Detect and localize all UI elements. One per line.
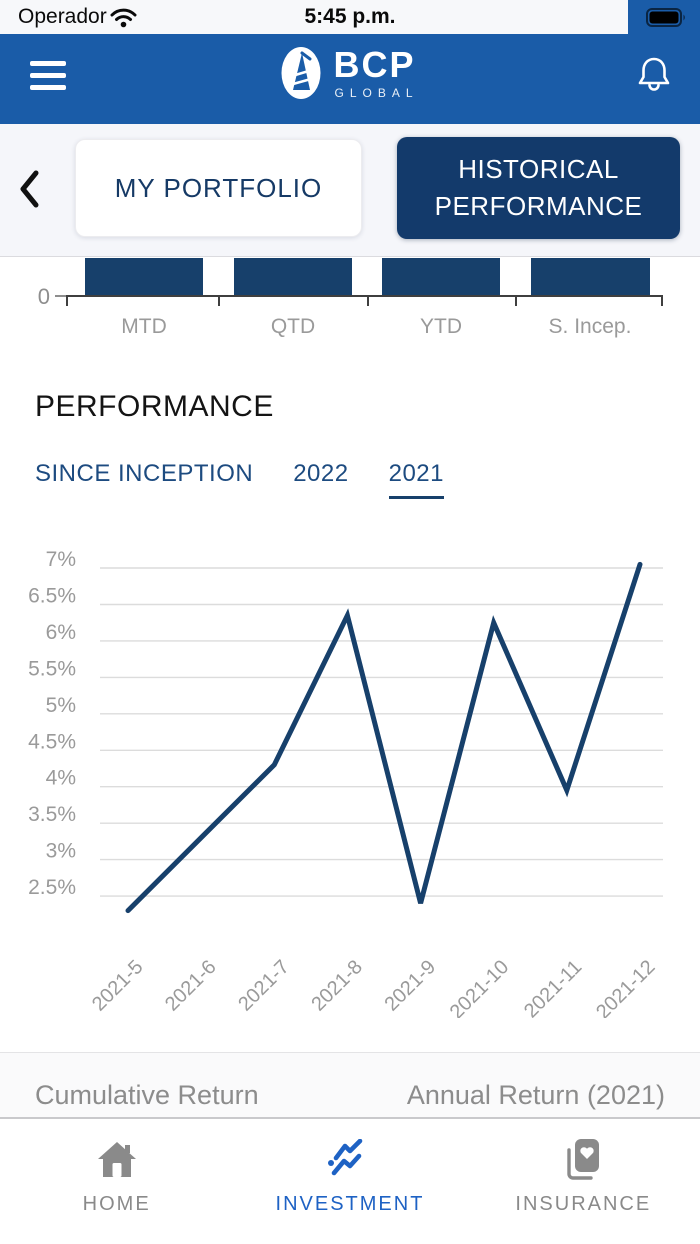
svg-text:4%: 4% (46, 767, 76, 790)
annual-return-header: Annual Return (2021) (406, 1080, 665, 1110)
bar-label-qtd: QTD (270, 315, 316, 338)
svg-text:2021-9: 2021-9 (381, 956, 441, 1016)
axis-tick (367, 295, 369, 306)
bcp-global-logo: BCP GLOBAL (0, 46, 700, 100)
nav-item-investment[interactable]: INVESTMENT (233, 1119, 466, 1244)
axis-tick (218, 295, 220, 306)
cumulative-return-header: Cumulative Return (35, 1080, 259, 1110)
svg-text:3%: 3% (46, 840, 76, 863)
svg-text:2021-10: 2021-10 (446, 956, 513, 1018)
nav-label-investment: INVESTMENT (275, 1193, 425, 1215)
tab-my-portfolio[interactable]: MY PORTFOLIO (75, 139, 362, 237)
performance-line-chart: 7%6.5%6%5.5%5%4.5%4%3.5%3%2.5%2021-5 2021… (28, 548, 663, 1018)
status-bar: Operador 5:45 p.m. (0, 0, 700, 34)
notifications-bell-icon[interactable] (636, 54, 672, 96)
app-header: BCP GLOBAL (0, 34, 700, 124)
portfolio-tab-bar: MY PORTFOLIO HISTORICAL PERFORMANCE (0, 124, 700, 257)
carrier-label: Operador (18, 5, 107, 28)
investment-chart-icon (327, 1139, 363, 1176)
x-axis-line (66, 295, 663, 297)
status-bar-right-patch (628, 0, 700, 34)
axis-tick (515, 295, 517, 306)
bar-qtd (234, 258, 352, 295)
nav-label-home: HOME (82, 1193, 151, 1215)
nav-label-insurance: INSURANCE (515, 1193, 652, 1215)
svg-text:2021-11: 2021-11 (520, 956, 586, 1018)
tab-historical-performance[interactable]: HISTORICAL PERFORMANCE (397, 137, 680, 239)
filter-2021[interactable]: 2021 (388, 460, 444, 499)
logo-subtext: GLOBAL (334, 86, 419, 100)
svg-text:3.5%: 3.5% (28, 803, 76, 826)
battery-icon (646, 8, 685, 27)
divider (0, 1052, 700, 1053)
svg-text:2021-12: 2021-12 (592, 956, 659, 1018)
svg-text:5.5%: 5.5% (28, 657, 76, 680)
svg-text:2021-8: 2021-8 (307, 956, 367, 1016)
y-axis-zero-label: 0 (37, 284, 50, 309)
returns-bar-chart: 0 MTD QTD YTD S. Incep. (0, 258, 700, 350)
performance-title: PERFORMANCE (35, 390, 274, 423)
bottom-navigation: HOME INVESTMENT INSURANCE (0, 1119, 700, 1244)
nav-item-insurance[interactable]: INSURANCE (467, 1119, 700, 1244)
axis-tick (661, 295, 663, 306)
menu-icon[interactable] (30, 61, 66, 95)
svg-text:6%: 6% (46, 621, 76, 644)
svg-text:6.5%: 6.5% (28, 585, 76, 608)
nav-item-home[interactable]: HOME (0, 1119, 233, 1244)
zero-tick (55, 295, 66, 297)
bar-label-since-inception: S. Incep. (548, 315, 632, 338)
bar-label-mtd: MTD (121, 315, 167, 338)
svg-text:2021-6: 2021-6 (161, 956, 221, 1016)
period-filter-tabs: SINCE INCEPTION 2022 2021 (35, 460, 444, 499)
bar-ytd (382, 258, 500, 295)
logo-text: BCP (333, 44, 416, 85)
bar-mtd (85, 258, 203, 295)
svg-text:2021-7: 2021-7 (234, 956, 294, 1016)
insurance-card-icon (567, 1139, 600, 1180)
axis-tick (66, 295, 68, 306)
back-chevron-icon[interactable] (18, 168, 42, 210)
svg-text:4.5%: 4.5% (28, 730, 76, 753)
filter-2022[interactable]: 2022 (293, 460, 349, 487)
divider (0, 1117, 700, 1119)
clock: 5:45 p.m. (304, 5, 396, 28)
home-icon (97, 1142, 136, 1177)
bar-since-inception (531, 258, 650, 295)
filter-since-inception[interactable]: SINCE INCEPTION (35, 460, 254, 487)
svg-text:2021-5: 2021-5 (88, 956, 148, 1016)
wifi-icon (110, 8, 137, 28)
svg-text:2.5%: 2.5% (28, 876, 76, 899)
svg-text:5%: 5% (46, 694, 76, 717)
bcp-emblem-icon (281, 47, 321, 99)
bar-label-ytd: YTD (420, 315, 462, 338)
summary-header-row: Cumulative Return Annual Return (2021) (0, 1053, 700, 1117)
svg-text:7%: 7% (46, 548, 76, 571)
